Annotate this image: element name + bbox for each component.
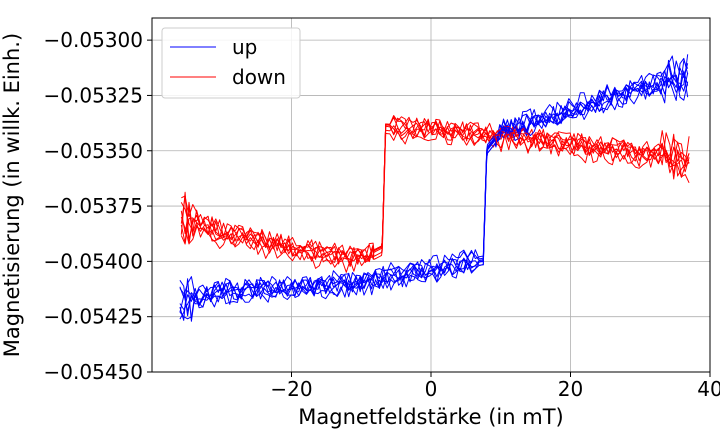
series-down-sweep-5 (180, 116, 690, 262)
x-tick-label: −20 (270, 377, 312, 401)
series-up-sweep-6 (179, 72, 689, 320)
legend: up down (161, 27, 301, 99)
series-down-sweep-3 (180, 126, 690, 273)
legend-box (161, 27, 301, 99)
legend-label-down: down (232, 65, 286, 89)
series-down-sweep-6 (180, 119, 690, 265)
series-up-sweep-4 (179, 54, 689, 301)
series-up-sweep-5 (179, 60, 689, 317)
axis-ticks: −20 0 20 40 −0.05300 −0.05325 −0.05350 −0.05375… (44, 28, 720, 401)
x-tick-label: 40 (697, 377, 720, 401)
x-tick-label: 0 (425, 377, 438, 401)
y-tick-label: −0.05300 (44, 28, 143, 52)
y-tick-label: −0.05425 (44, 305, 143, 329)
plot-series (179, 54, 690, 322)
y-tick-label: −0.05450 (44, 360, 143, 384)
y-tick-label: −0.05350 (44, 139, 143, 163)
x-axis-label: Magnetfeldstärke (in mT) (298, 405, 563, 429)
x-tick-label: 20 (558, 377, 583, 401)
y-tick-label: −0.05400 (44, 249, 143, 273)
y-tick-label: −0.05325 (44, 83, 143, 107)
series-up-sweep-8 (179, 55, 689, 313)
legend-label-up: up (232, 35, 257, 59)
y-tick-label: −0.05375 (44, 194, 143, 218)
y-axis-label: Magnetisierung (in willk. Einh.) (0, 33, 24, 357)
series-down-sweep-8 (180, 125, 690, 265)
